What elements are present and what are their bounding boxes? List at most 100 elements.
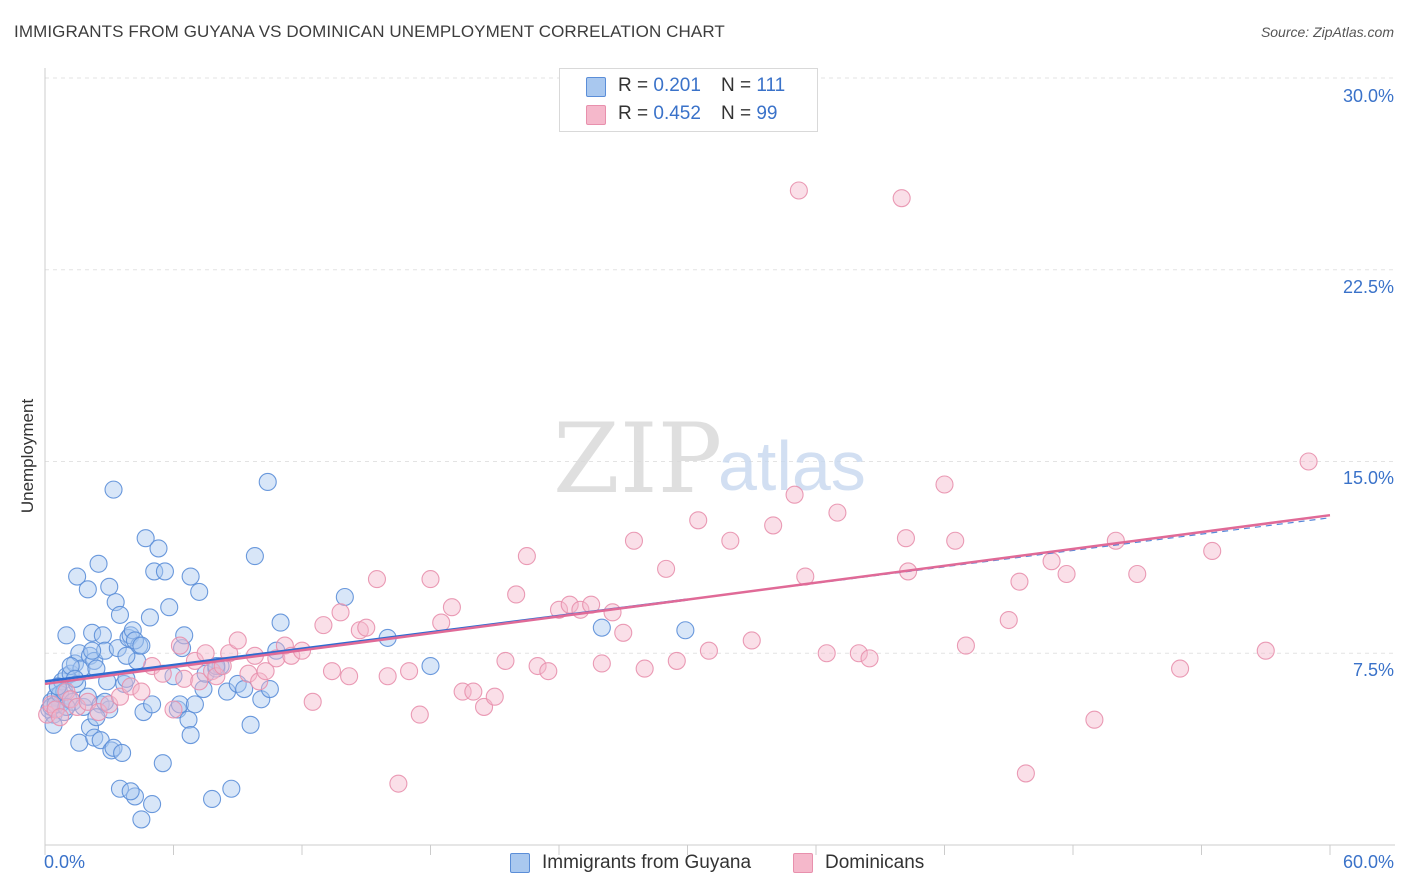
point-guyana — [83, 641, 102, 660]
point-dominicans — [849, 644, 868, 663]
point-guyana — [136, 529, 155, 548]
point-dominicans — [303, 692, 322, 711]
watermark-atlas: atlas — [718, 427, 866, 505]
point-dominicans — [999, 610, 1018, 630]
point-dominicans — [442, 598, 461, 617]
point-dominicans — [1010, 572, 1029, 591]
point-guyana — [160, 598, 179, 617]
point-guyana — [335, 587, 354, 607]
y-tick-label: 30.0% — [1342, 86, 1394, 106]
point-guyana — [181, 726, 200, 745]
point-dominicans — [250, 672, 269, 691]
point-dominicans — [1016, 764, 1035, 783]
point-guyana — [68, 567, 87, 586]
point-dominicans — [667, 651, 686, 670]
point-dominicans — [549, 600, 569, 619]
point-guyana — [83, 623, 102, 642]
point-dominicans — [1085, 710, 1104, 729]
point-guyana — [181, 567, 200, 586]
bottom-legend-swatch-guyana — [510, 853, 530, 873]
trendline-guyana-extension — [687, 517, 1331, 601]
legend-r-label: R = — [618, 75, 649, 96]
point-dominicans — [1299, 452, 1318, 471]
x-tick-label-min: 0.0% — [44, 852, 86, 872]
point-guyana — [140, 608, 159, 627]
y-tick-label: 15.0% — [1342, 468, 1394, 488]
point-guyana — [93, 626, 112, 645]
point-guyana — [104, 480, 123, 499]
point-guyana — [104, 738, 123, 757]
point-guyana — [117, 646, 136, 665]
point-dominicans — [485, 687, 504, 706]
point-dominicans — [378, 667, 397, 686]
y-tick-label: 7.5% — [1352, 660, 1394, 680]
point-guyana — [143, 695, 162, 714]
point-dominicans — [592, 654, 611, 673]
point-dominicans — [207, 667, 226, 686]
point-guyana — [110, 779, 130, 798]
point-dominicans — [956, 636, 975, 655]
point-dominicans — [1106, 531, 1125, 550]
point-dominicans — [1171, 659, 1190, 678]
point-guyana — [185, 695, 204, 714]
point-dominicans — [742, 631, 761, 650]
chart-title: IMMIGRANTS FROM GUYANA VS DOMINICAN UNEM… — [14, 22, 725, 41]
legend-n-label: N = — [720, 75, 752, 96]
point-guyana — [113, 743, 132, 763]
point-dominicans — [1256, 641, 1275, 660]
legend-r-label: R = — [618, 103, 649, 124]
y-tick-label: 22.5% — [1342, 277, 1394, 297]
point-dominicans — [1203, 541, 1222, 561]
point-dominicans — [517, 547, 536, 566]
point-guyana — [44, 715, 63, 734]
point-dominicans — [539, 662, 558, 681]
legend-n-label: N = — [720, 103, 752, 124]
legend-n-value: 111 — [756, 75, 786, 96]
point-guyana — [190, 582, 209, 601]
point-guyana — [89, 554, 108, 573]
point-guyana — [102, 741, 121, 760]
point-dominicans — [560, 595, 579, 614]
point-dominicans — [507, 585, 526, 604]
point-dominicans — [764, 516, 783, 535]
point-guyana — [258, 472, 277, 492]
point-dominicans — [314, 616, 333, 635]
point-guyana — [153, 754, 172, 773]
point-guyana — [100, 577, 119, 596]
point-guyana — [179, 710, 198, 729]
point-guyana — [143, 795, 162, 814]
point-dominicans — [614, 623, 633, 642]
point-dominicans — [1057, 564, 1076, 584]
point-dominicans — [860, 649, 879, 668]
point-dominicans — [50, 708, 70, 727]
point-dominicans — [785, 485, 804, 504]
point-dominicans — [1042, 552, 1061, 571]
point-guyana — [203, 789, 222, 809]
point-dominicans — [1128, 564, 1147, 584]
point-dominicans — [528, 656, 547, 676]
bottom-legend-guyana: Immigrants from Guyana — [510, 852, 751, 874]
point-dominicans — [175, 669, 194, 688]
point-dominicans — [603, 603, 622, 622]
point-dominicans — [817, 644, 836, 663]
point-dominicans — [635, 659, 654, 678]
point-dominicans — [464, 682, 483, 701]
point-dominicans — [828, 503, 847, 522]
bottom-legend-label: Dominicans — [825, 852, 925, 873]
point-guyana — [149, 539, 168, 558]
point-dominicans — [400, 662, 419, 681]
point-dominicans — [190, 672, 209, 691]
trendline-dominicans — [44, 513, 1331, 686]
point-dominicans — [453, 682, 472, 701]
point-dominicans — [322, 662, 342, 681]
correlation-legend: R = 0.201 N = 111 R = 0.452 N = 99 — [559, 68, 818, 132]
point-guyana — [235, 679, 254, 699]
point-guyana — [245, 547, 264, 566]
bottom-legend-swatch-dominicans — [793, 853, 813, 873]
point-guyana — [57, 626, 76, 645]
point-guyana — [110, 605, 130, 624]
x-tick-label-max: 60.0% — [1342, 852, 1394, 872]
legend-swatch-guyana — [586, 77, 606, 97]
point-dominicans — [170, 636, 189, 655]
